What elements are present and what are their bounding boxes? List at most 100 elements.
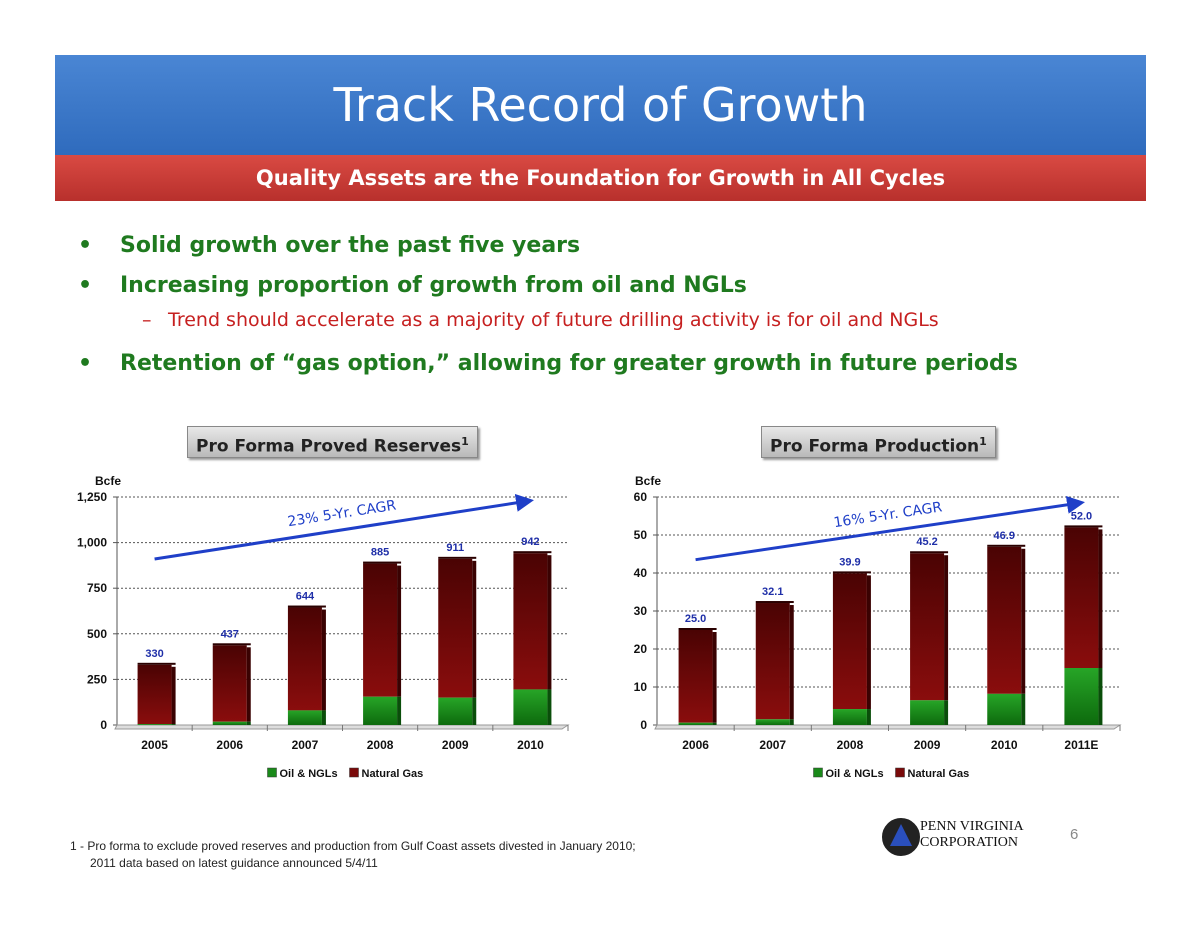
bar-top [1064, 525, 1103, 528]
bar-natural-gas [212, 645, 247, 722]
data-label: 644 [296, 591, 315, 603]
x-axis-floor [654, 724, 1122, 730]
bar-oil-ngls-side [789, 719, 794, 725]
bar-oil-ngls-side [397, 696, 402, 725]
bar-natural-gas [755, 603, 790, 720]
bullet-dot: • [78, 273, 93, 298]
legend-label-oil: Oil & NGLs [280, 768, 338, 780]
bar-natural-gas [910, 553, 945, 701]
bar-natural-gas [513, 553, 548, 690]
company-logo: PENN VIRGINIA CORPORATION [882, 818, 1042, 856]
x-tick-label: 2009 [442, 738, 469, 752]
legend-label-gas: Natural Gas [908, 768, 970, 780]
data-label: 45.2 [916, 536, 937, 548]
bar-natural-gas-side [866, 575, 871, 710]
data-label: 437 [221, 628, 239, 640]
bullet-item: • Increasing proportion of growth from oi… [78, 268, 1138, 308]
bar-natural-gas [987, 546, 1022, 694]
data-label: 46.9 [994, 530, 1015, 542]
bar-top [363, 561, 402, 564]
bar-top [910, 551, 949, 554]
reserves-chart-title: Pro Forma Proved Reserves1 [187, 426, 478, 458]
x-tick-label: 2006 [682, 738, 709, 752]
y-tick-label: 1,000 [77, 536, 107, 550]
bar-natural-gas-side [547, 555, 552, 690]
bar-natural-gas-side [472, 560, 477, 698]
title-band: Track Record of Growth [55, 55, 1146, 155]
bullet-dot: • [78, 351, 93, 376]
x-tick-label: 2006 [216, 738, 243, 752]
page-title: Track Record of Growth [333, 78, 868, 132]
bar-oil-ngls [438, 697, 473, 725]
bar-natural-gas-side [1098, 529, 1103, 668]
bar-natural-gas [137, 664, 172, 725]
bar-natural-gas [363, 563, 398, 697]
page-subtitle: Quality Assets are the Foundation for Gr… [255, 166, 946, 190]
y-tick-label: 30 [634, 604, 648, 618]
bar-top [212, 643, 251, 646]
data-label: 32.1 [762, 586, 783, 598]
bar-oil-ngls [513, 689, 548, 725]
bar-natural-gas-side [1021, 548, 1026, 694]
bar-top [137, 662, 176, 665]
x-tick-label: 2008 [837, 738, 864, 752]
bar-oil-ngls [755, 719, 790, 725]
x-tick-label: 2008 [367, 738, 394, 752]
data-label: 25.0 [685, 613, 706, 625]
data-label: 885 [371, 547, 389, 559]
sub-bullet-item: – Trend should accelerate as a majority o… [78, 308, 1138, 346]
bar-natural-gas [1064, 527, 1099, 668]
bar-oil-ngls-side [712, 722, 717, 725]
bullet-text: Solid growth over the past five years [120, 233, 581, 258]
data-label: 39.9 [839, 556, 860, 568]
bar-natural-gas-side [321, 609, 326, 711]
y-tick-label: 1,250 [77, 490, 107, 504]
bar-natural-gas-side [397, 565, 402, 697]
bar-oil-ngls [1064, 668, 1099, 725]
bar-oil-ngls-side [472, 697, 477, 725]
bar-top [438, 556, 477, 559]
bullet-item: • Retention of “gas option,” allowing for… [78, 346, 1138, 386]
bullet-dot: • [78, 233, 93, 258]
footnote-line: 1 - Pro forma to exclude proved reserves… [70, 839, 636, 853]
y-tick-label: 60 [634, 490, 648, 504]
bar-natural-gas-side [246, 647, 251, 722]
bar-oil-ngls [910, 700, 945, 725]
x-tick-label: 2010 [991, 738, 1018, 752]
y-tick-label: 250 [87, 672, 107, 686]
bar-natural-gas-side [789, 605, 794, 720]
x-tick-label: 2005 [141, 738, 168, 752]
data-label: 911 [446, 542, 464, 554]
bar-natural-gas-side [712, 632, 717, 723]
bar-natural-gas [287, 607, 322, 711]
bar-top [755, 601, 794, 604]
bar-oil-ngls [678, 722, 713, 725]
production-chart-title: Pro Forma Production1 [761, 426, 996, 458]
x-axis-floor [114, 724, 570, 730]
y-tick-label: 40 [634, 566, 648, 580]
bar-natural-gas [678, 630, 713, 723]
data-label: 52.0 [1071, 510, 1092, 522]
bullet-dash: – [142, 309, 152, 331]
subtitle-band: Quality Assets are the Foundation for Gr… [55, 155, 1146, 201]
bar-oil-ngls-side [1098, 668, 1103, 725]
bar-top [832, 571, 871, 574]
legend-swatch-gas [895, 767, 905, 778]
bar-top [987, 544, 1026, 547]
production-chart: Bcfe 0 10 20 30 40 50 60 25.0 2006 32.1 2007 39.9 200… [634, 474, 1122, 780]
x-tick-label: 2007 [759, 738, 786, 752]
y-tick-label: 0 [100, 718, 107, 732]
bar-oil-ngls [137, 724, 172, 725]
bullet-item: • Solid growth over the past five years [78, 228, 1138, 268]
data-label: 330 [145, 648, 163, 660]
bar-oil-ngls-side [321, 710, 326, 725]
bar-top [287, 605, 326, 608]
y-axis-label: Bcfe [635, 474, 661, 488]
sub-bullet-text: Trend should accelerate as a majority of… [168, 309, 939, 331]
bar-oil-ngls-side [246, 721, 251, 725]
x-tick-label: 2011E [1064, 738, 1098, 752]
y-tick-label: 750 [87, 581, 107, 595]
bar-natural-gas-side [944, 555, 949, 701]
bar-oil-ngls-side [944, 700, 949, 725]
trend-arrow [154, 493, 534, 561]
